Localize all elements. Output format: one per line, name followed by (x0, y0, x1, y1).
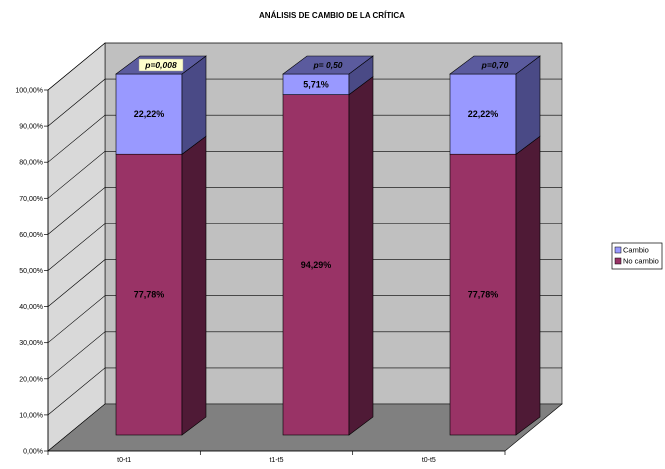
gridline (47, 151, 562, 199)
chart-title: ANÁLISIS DE CAMBIO DE LA CRÍTICA (259, 11, 405, 20)
data-label-no-cambio: 77,78% (134, 290, 165, 300)
data-label-cambio: 5,71% (303, 79, 329, 89)
gridline (47, 259, 562, 307)
y-tick-label: 0,00% (23, 449, 43, 456)
y-tick-label: 80,00% (19, 160, 43, 167)
data-label-no-cambio: 94,29% (301, 260, 332, 270)
x-tick-label: t1-t5 (269, 457, 283, 464)
x-tick-label: t0-t1 (117, 457, 131, 464)
data-label-cambio: 22,22% (134, 109, 165, 119)
bar-no-cambio-side (515, 135, 541, 436)
bar-cambio (449, 73, 517, 155)
y-tick-label: 60,00% (19, 232, 43, 239)
y-tick-label: 40,00% (19, 304, 43, 311)
legend-swatch (614, 246, 622, 254)
data-label-cambio: 22,22% (468, 109, 499, 119)
gridline (47, 78, 562, 127)
bar-no-cambio-side (181, 135, 207, 436)
y-tick-label: 50,00% (19, 268, 43, 275)
gridline (47, 223, 562, 271)
bar-top-face (282, 55, 374, 75)
x-tick-label: t0-t5 (422, 457, 436, 464)
legend-label: No cambio (623, 257, 659, 266)
legend-label: Cambio (623, 246, 649, 255)
gridline (47, 295, 562, 343)
y-tick-label: 100,00% (15, 88, 43, 95)
gridline (47, 331, 562, 380)
gridline (47, 367, 562, 416)
p-value-annotation: p=0,70 (481, 60, 509, 70)
y-tick-label: 70,00% (19, 196, 43, 203)
bar-top-face (449, 55, 541, 75)
gridline (47, 114, 562, 163)
p-value-highlight (138, 58, 184, 72)
bar-no-cambio (282, 94, 350, 436)
gridline (47, 42, 562, 91)
y-tick-label: 20,00% (19, 376, 43, 383)
y-tick-label: 10,00% (19, 412, 43, 419)
p-value-annotation: p=0,008 (144, 60, 177, 70)
legend-swatch (614, 257, 622, 265)
bar-no-cambio (449, 153, 517, 436)
bar-no-cambio-side (348, 76, 374, 436)
data-label-no-cambio: 77,78% (468, 290, 499, 300)
gridline (47, 187, 562, 235)
y-tick-label: 90,00% (19, 124, 43, 131)
y-tick-label: 30,00% (19, 340, 43, 347)
p-value-annotation: p= 0,50 (312, 60, 342, 70)
